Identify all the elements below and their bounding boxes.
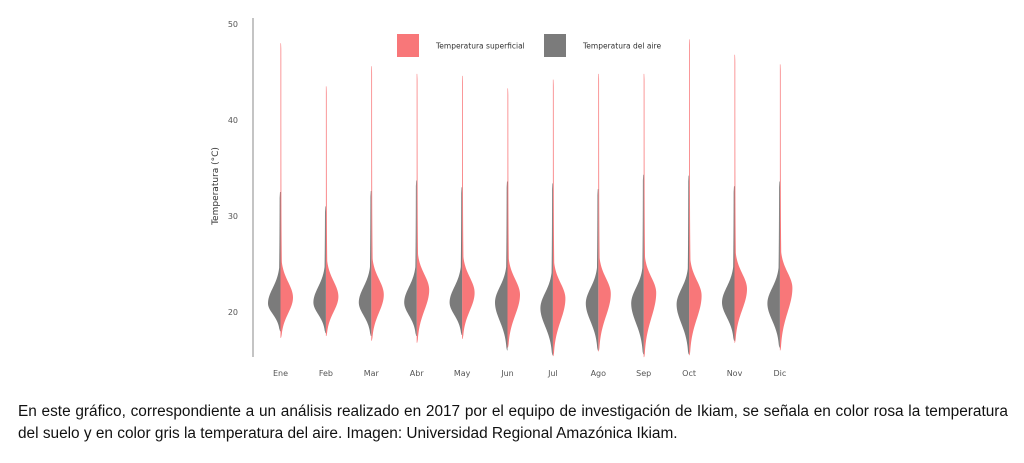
surface-half-sep bbox=[643, 73, 657, 358]
violins bbox=[268, 39, 793, 358]
x-tick-label: Ene bbox=[273, 369, 288, 378]
surface-half-ago bbox=[598, 73, 611, 352]
air-half-jun bbox=[495, 181, 508, 351]
x-tick-label: Mar bbox=[364, 369, 380, 378]
violin-ene bbox=[268, 43, 293, 338]
air-half-may bbox=[449, 187, 463, 336]
y-axis-label: Temperatura (°C) bbox=[211, 147, 221, 226]
air-half-ene bbox=[268, 192, 281, 332]
surface-half-may bbox=[462, 75, 475, 339]
air-half-dic bbox=[767, 181, 780, 348]
y-axis: 20 30 40 50 bbox=[228, 18, 254, 357]
violin-jul bbox=[540, 79, 566, 357]
violin-may bbox=[449, 75, 475, 339]
violin-oct bbox=[676, 39, 702, 356]
violin-feb bbox=[313, 86, 339, 337]
x-tick-label: Feb bbox=[319, 369, 333, 378]
violin-mar bbox=[358, 66, 384, 341]
air-half-nov bbox=[722, 186, 735, 341]
x-tick-label: Abr bbox=[410, 369, 425, 378]
surface-half-abr bbox=[416, 73, 430, 343]
violin-sep bbox=[631, 73, 657, 358]
surface-half-mar bbox=[371, 66, 384, 341]
y-tick-label: 20 bbox=[228, 308, 238, 317]
x-tick-label: May bbox=[454, 369, 471, 378]
x-tick-label: Jul bbox=[547, 369, 558, 378]
air-half-feb bbox=[313, 206, 326, 334]
y-tick-label: 40 bbox=[228, 116, 238, 125]
legend-label-air: Temperatura del aire bbox=[582, 42, 661, 51]
x-tick-label: Jun bbox=[500, 369, 514, 378]
violin-ago bbox=[585, 73, 611, 352]
violin-nov bbox=[722, 54, 747, 343]
violin-dic bbox=[767, 64, 793, 351]
surface-half-oct bbox=[689, 39, 702, 356]
figure-caption: En este gráfico, correspondiente a un an… bbox=[18, 403, 1008, 442]
x-tick-label: Sep bbox=[636, 369, 651, 378]
legend-swatch-air bbox=[544, 34, 566, 57]
legend-swatch-surface bbox=[397, 34, 419, 57]
air-half-mar bbox=[358, 191, 372, 336]
legend-label-surface: Temperatura superficial bbox=[435, 42, 525, 51]
x-tick-label: Dic bbox=[774, 369, 787, 378]
violin-chart: 20 30 40 50 Temperatura (°C) Ene Feb Mar Abr Ma… bbox=[211, 18, 793, 378]
violin-abr bbox=[404, 73, 430, 343]
violin-jun bbox=[495, 88, 520, 351]
surface-half-nov bbox=[734, 54, 747, 343]
legend: Temperatura superficial Temperatura del … bbox=[397, 34, 661, 57]
x-axis-ticks: Ene Feb Mar Abr May Jun Jul Ago Sep Oct Nov Dic bbox=[273, 369, 786, 378]
air-half-oct bbox=[676, 175, 690, 355]
x-tick-label: Oct bbox=[682, 369, 696, 378]
surface-half-jun bbox=[507, 88, 520, 348]
air-half-sep bbox=[631, 174, 644, 355]
surface-half-jul bbox=[552, 79, 566, 357]
surface-half-dic bbox=[779, 64, 793, 351]
y-tick-label: 30 bbox=[228, 212, 238, 221]
air-half-abr bbox=[404, 180, 417, 336]
air-half-jul bbox=[540, 183, 553, 356]
air-half-ago bbox=[585, 189, 599, 351]
surface-half-feb bbox=[325, 86, 339, 337]
x-tick-label: Nov bbox=[727, 369, 743, 378]
surface-half-ene bbox=[280, 43, 293, 338]
x-tick-label: Ago bbox=[591, 369, 607, 378]
y-tick-label: 50 bbox=[228, 20, 238, 29]
